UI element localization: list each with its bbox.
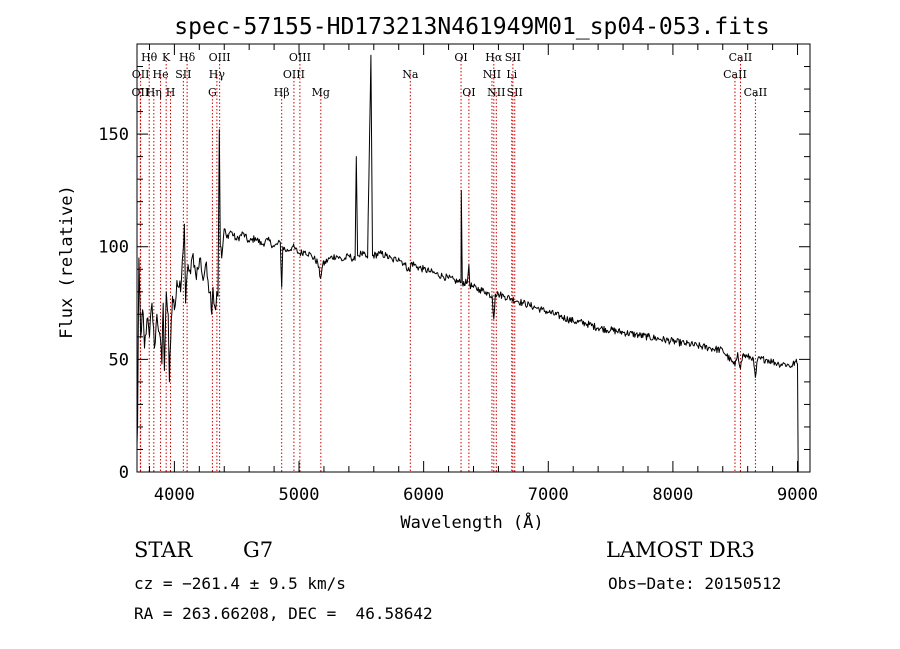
line-label: NII <box>487 86 505 99</box>
x-axis: 4000 5000 6000 7000 8000 9000 <box>148 44 818 505</box>
line-label: OIII <box>209 51 231 64</box>
x-tick-label: 8000 <box>652 485 693 505</box>
line-label: OII <box>132 68 150 81</box>
redshift-value: cz = −261.4 ± 9.5 km/s <box>134 574 346 593</box>
y-tick-label: 100 <box>98 238 129 258</box>
x-axis-label: Wavelength (Å) <box>400 511 543 533</box>
x-tick-label: 5000 <box>279 485 320 505</box>
y-tick-label: 0 <box>119 463 129 483</box>
line-label: K <box>162 51 171 64</box>
line-label: CaII <box>744 86 768 99</box>
emission-line-markers <box>139 57 756 472</box>
x-tick-label: 9000 <box>777 485 818 505</box>
x-tick-label: 4000 <box>154 485 195 505</box>
line-label: Hγ <box>209 68 226 81</box>
survey-name: LAMOST DR3 <box>606 538 755 562</box>
line-label: H <box>166 86 176 99</box>
x-tick-label: 6000 <box>403 485 444 505</box>
chart-title: spec-57155-HD173213N461949M01_sp04-053.f… <box>174 14 769 40</box>
line-label: CaII <box>723 68 747 81</box>
line-label: OIII <box>289 51 311 64</box>
line-label: OI <box>462 86 475 99</box>
line-label: Na <box>402 68 419 81</box>
line-label: Hα <box>485 51 503 64</box>
line-label: NII <box>483 68 501 81</box>
sky-coordinates: RA = 263.66208, DEC = 46.58642 <box>134 604 433 623</box>
line-label: Hθ <box>141 51 158 64</box>
object-class: STAR <box>134 538 193 562</box>
line-label: SII <box>175 68 191 81</box>
line-label: OII <box>132 86 150 99</box>
observation-date: Obs−Date: 20150512 <box>608 574 782 593</box>
y-axis-label: Flux (relative) <box>57 185 77 339</box>
line-label: He <box>153 68 169 81</box>
line-label: OI <box>454 51 467 64</box>
line-label: SII <box>505 51 521 64</box>
line-label: OIII <box>283 68 305 81</box>
y-tick-label: 50 <box>109 350 129 370</box>
line-label: CaII <box>729 51 753 64</box>
object-subclass: G7 <box>243 538 274 562</box>
y-tick-label: 150 <box>98 125 129 145</box>
x-tick-label: 7000 <box>528 485 569 505</box>
emission-line-labels: OII OII Hθ Hη He K H SII Hδ G Hγ OIII Hβ OIII OIII Mg Na… <box>132 51 768 99</box>
line-label: Mg <box>312 86 330 99</box>
line-label: Hβ <box>274 86 290 99</box>
line-label: Hδ <box>179 51 196 64</box>
line-label: Hη <box>146 86 162 99</box>
flux-series-line <box>136 54 799 473</box>
line-label: Li <box>506 68 517 81</box>
plot-frame <box>136 43 811 473</box>
line-label: G <box>208 86 217 99</box>
y-axis: 0 50 100 150 <box>98 66 810 483</box>
line-label: SII <box>507 86 523 99</box>
